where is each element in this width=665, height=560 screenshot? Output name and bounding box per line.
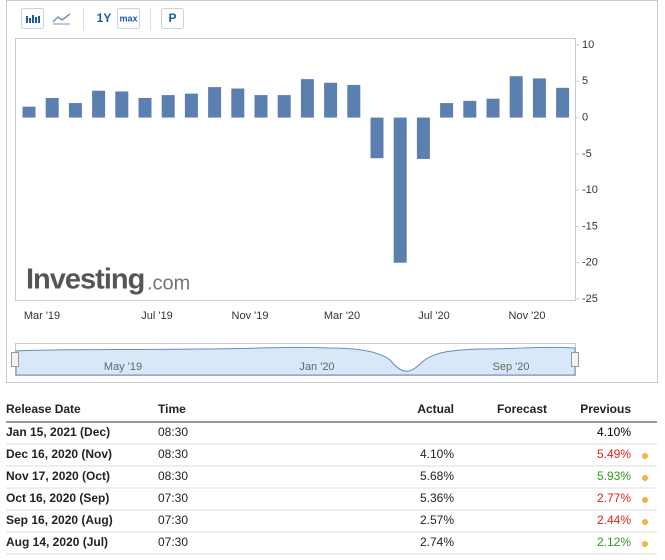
- cell-release-date: Nov 17, 2020 (Oct): [6, 469, 110, 483]
- table-header: Actual: [417, 402, 454, 416]
- toolbar: 1Y max P: [21, 8, 184, 30]
- cell-time: 08:30: [158, 469, 188, 483]
- x-tick-label: Jul '20: [418, 310, 449, 322]
- y-tick-label: 0: [582, 111, 588, 123]
- bar: [347, 84, 361, 118]
- y-tick-label: 5: [582, 75, 588, 87]
- y-tick-label: -5: [582, 148, 592, 160]
- cell-release-date: Aug 14, 2020 (Jul): [6, 535, 108, 549]
- plot-area: [15, 38, 576, 301]
- cell-previous: 5.49%: [597, 447, 631, 461]
- chart-frame: [6, 0, 658, 383]
- cell-time: 07:30: [158, 491, 188, 505]
- x-tick-label: Mar '19: [24, 310, 60, 322]
- x-tick-label: Nov '20: [509, 310, 546, 322]
- bar: [22, 106, 36, 118]
- cell-actual: 2.57%: [420, 513, 454, 527]
- range-1y[interactable]: 1Y: [97, 11, 112, 25]
- bar: [208, 87, 222, 118]
- cell-release-date: Oct 16, 2020 (Sep): [6, 491, 109, 505]
- bar: [440, 103, 454, 118]
- cell-time: 07:30: [158, 513, 188, 527]
- bar: [138, 97, 152, 118]
- range-max[interactable]: max: [119, 13, 137, 23]
- y-tick-label: -25: [582, 293, 598, 305]
- table-header: Time: [158, 402, 186, 416]
- bar: [68, 103, 82, 118]
- status-dot: [642, 497, 648, 503]
- cell-actual: 2.74%: [420, 535, 454, 549]
- y-tick-label: 10: [582, 39, 594, 51]
- table-header: Forecast: [497, 402, 547, 416]
- x-tick-label: Nov '19: [232, 310, 269, 322]
- cell-release-date: Jan 15, 2021 (Dec): [6, 425, 110, 439]
- bar: [161, 95, 175, 118]
- cell-actual: 5.68%: [420, 469, 454, 483]
- bar: [532, 78, 546, 118]
- bar-icon: [26, 15, 40, 23]
- cell-previous: 4.10%: [597, 425, 631, 439]
- cell-time: 07:30: [158, 535, 188, 549]
- cell-time: 08:30: [158, 425, 188, 439]
- cell-previous: 2.44%: [597, 513, 631, 527]
- bar: [254, 95, 268, 118]
- bar: [463, 100, 477, 118]
- navigator-handle-left[interactable]: [11, 352, 19, 367]
- navigator-label: Jan '20: [299, 361, 334, 373]
- y-tick-label: -10: [582, 184, 598, 196]
- price-button[interactable]: [161, 8, 184, 29]
- cell-release-date: Sep 16, 2020 (Aug): [6, 513, 113, 527]
- status-dot: [642, 475, 648, 481]
- navigator-label: May '19: [104, 361, 142, 373]
- bar: [509, 76, 523, 118]
- navigator-area: [15, 346, 576, 376]
- cell-previous: 5.93%: [597, 469, 631, 483]
- max-button[interactable]: [117, 8, 140, 29]
- bar: [115, 91, 129, 118]
- bar: [556, 87, 570, 118]
- price-label[interactable]: P: [168, 11, 176, 25]
- line-chart-button[interactable]: [52, 13, 71, 23]
- status-dot: [642, 519, 648, 525]
- cell-actual: 5.36%: [420, 491, 454, 505]
- y-tick-label: -15: [582, 220, 598, 232]
- status-dot: [642, 453, 648, 459]
- x-tick-label: Jul '19: [141, 310, 172, 322]
- x-tick-label: Mar '20: [324, 310, 360, 322]
- bar: [416, 117, 430, 159]
- cell-previous: 2.12%: [597, 535, 631, 549]
- cell-actual: 4.10%: [420, 447, 454, 461]
- bar: [486, 98, 500, 118]
- bar: [393, 117, 407, 263]
- bar: [370, 117, 384, 159]
- status-dot: [642, 541, 648, 547]
- table-header: Release Date: [6, 402, 81, 416]
- cell-time: 08:30: [158, 447, 188, 461]
- bar: [324, 82, 338, 118]
- bar: [277, 95, 291, 118]
- watermark-domain: .com: [147, 272, 190, 294]
- bar: [92, 90, 106, 118]
- watermark-brand: Investing: [26, 264, 144, 296]
- table-header: Previous: [580, 402, 631, 416]
- cell-release-date: Dec 16, 2020 (Nov): [6, 447, 112, 461]
- cell-previous: 2.77%: [597, 491, 631, 505]
- y-tick-label: -20: [582, 257, 598, 269]
- bar: [45, 97, 59, 118]
- bar: [184, 93, 198, 118]
- navigator: [11, 343, 579, 376]
- bar: [300, 79, 314, 118]
- bar: [231, 88, 245, 118]
- navigator-label: Sep '20: [493, 361, 530, 373]
- navigator-handle-right[interactable]: [571, 352, 579, 367]
